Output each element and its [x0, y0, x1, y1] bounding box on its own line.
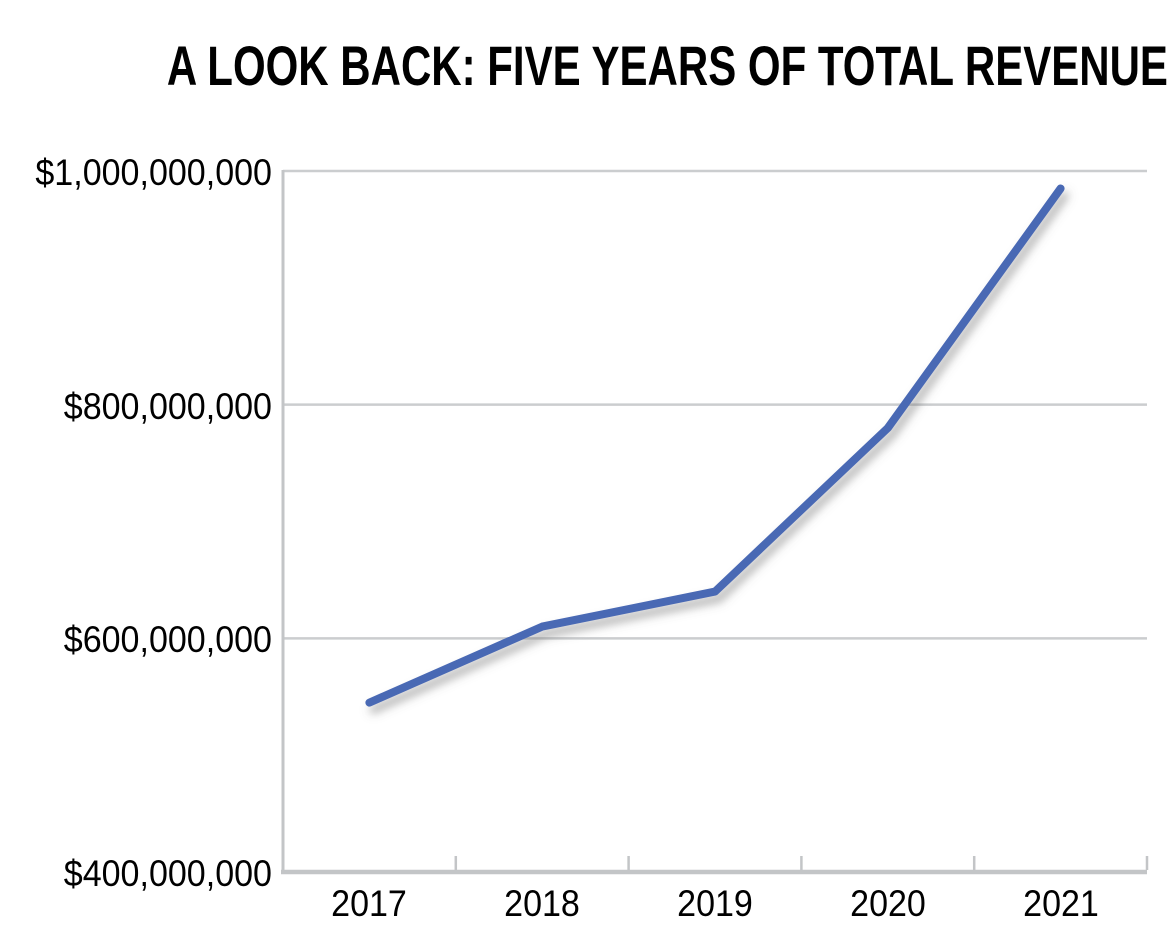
y-axis-label: $400,000,000 [63, 853, 272, 894]
x-axis-label: 2019 [677, 883, 753, 924]
y-axis-label: $600,000,000 [63, 619, 272, 661]
x-axis-label: 2021 [1022, 883, 1099, 924]
y-axis-label: $1,000,000,000 [35, 152, 272, 193]
x-axis-label: 2020 [849, 883, 926, 924]
revenue-line-series [365, 184, 1065, 707]
chart-title-text: A LOOK BACK: FIVE YEARS OF TOTAL REVENUE [166, 34, 1168, 97]
x-axis-label: 2017 [331, 883, 408, 924]
chart-title: A LOOK BACK: FIVE YEARS OF TOTAL REVENUE [0, 38, 1175, 94]
x-axis-label: 2018 [504, 883, 581, 924]
y-axis-label: $800,000,000 [63, 385, 272, 427]
